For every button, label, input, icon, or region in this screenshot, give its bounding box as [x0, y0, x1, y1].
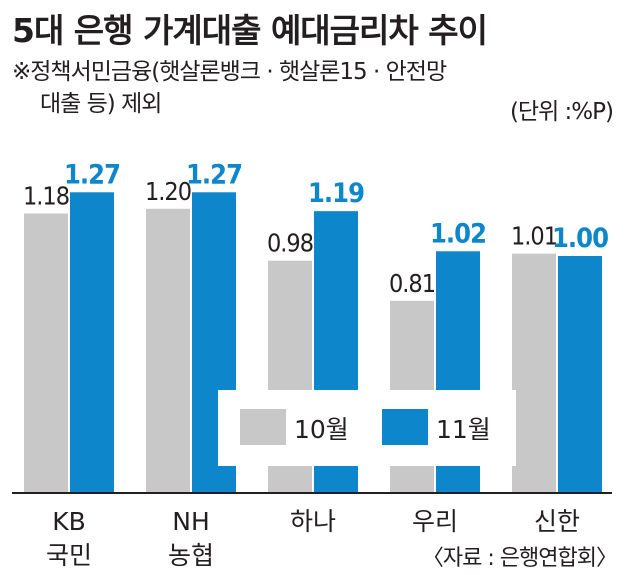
bar-oct	[146, 208, 190, 493]
data-label-oct: 0.81	[389, 269, 435, 298]
legend-label-oct: 10월	[294, 415, 349, 444]
bar-oct	[512, 253, 556, 492]
category-label: 하나	[290, 507, 336, 536]
chart-note: ※정책서민금융(햇살론뱅크 · 햇살론15 · 안전망 대출 등) 제외	[12, 56, 622, 120]
chart-note-line1: ※정책서민금융(햇살론뱅크 · 햇살론15 · 안전망	[12, 59, 447, 85]
chart-note-line2: 대출 등) 제외	[40, 91, 162, 117]
category-label: KB	[52, 507, 86, 536]
data-label-nov: 1.27	[186, 159, 242, 190]
data-label-oct: 1.20	[145, 177, 191, 206]
data-label-nov: 1.19	[308, 178, 364, 209]
data-label-nov: 1.27	[64, 159, 120, 190]
data-label-oct: 0.98	[267, 229, 313, 258]
data-label-nov: 1.00	[552, 223, 608, 254]
bar-oct	[24, 213, 68, 492]
category-label: 국민	[46, 541, 92, 570]
category-label: 농협	[168, 541, 214, 570]
unit-label: (단위 :%P)	[509, 99, 614, 125]
legend-swatch-oct	[240, 409, 286, 445]
source-label: 〈자료 : 은행연합회〉	[421, 546, 618, 571]
chart-title: 5대 은행 가계대출 예대금리차 추이	[12, 11, 488, 50]
data-label-oct: 1.01	[511, 222, 557, 251]
legend-swatch-nov	[382, 409, 428, 445]
category-label: 신한	[534, 507, 580, 536]
legend-label-nov: 11월	[436, 415, 491, 444]
bar-nov	[70, 192, 114, 492]
category-label: NH	[172, 507, 210, 536]
category-label: 우리	[412, 507, 458, 536]
bar-nov	[558, 256, 602, 492]
data-label-oct: 1.18	[23, 182, 69, 211]
data-label-nov: 1.02	[430, 218, 486, 249]
